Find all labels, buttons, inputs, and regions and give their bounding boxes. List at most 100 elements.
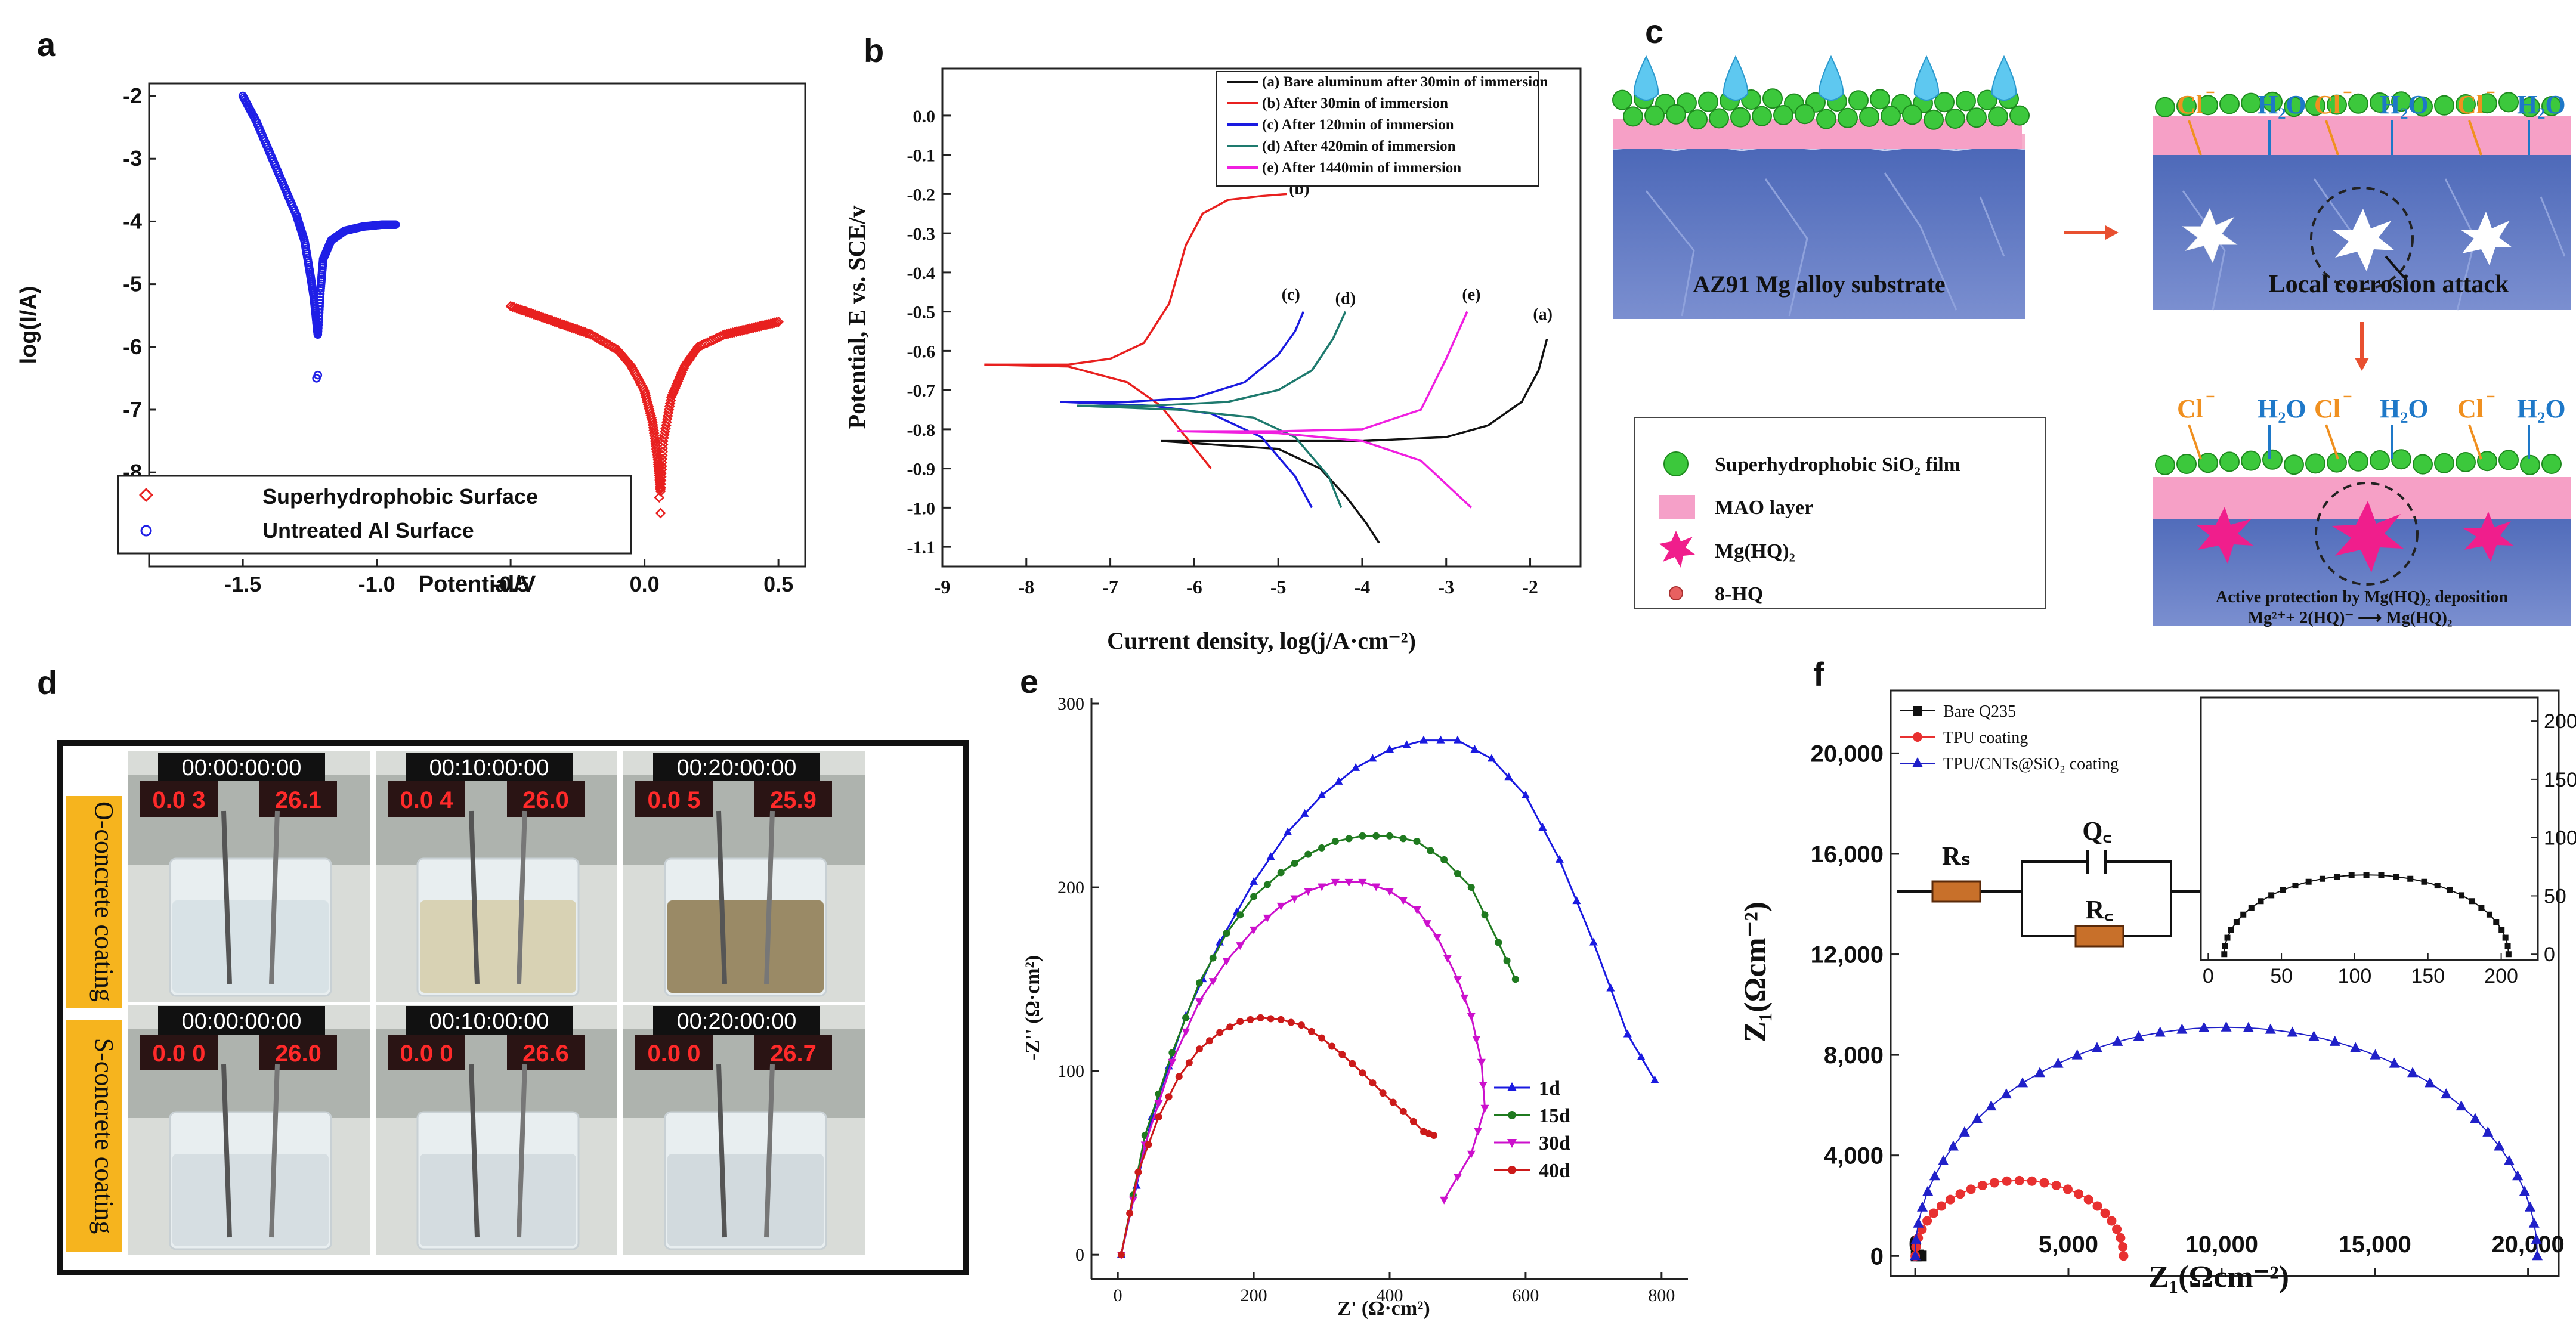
chart-a-ytick-label: -2 xyxy=(123,83,142,108)
chart-f-point xyxy=(2531,1233,2542,1244)
sio2-sphere xyxy=(1988,106,2008,127)
photo-frame-3: 0.0 0 26.0 00:00:00:00 xyxy=(128,1005,370,1255)
timestamp-bg xyxy=(158,1006,325,1035)
chart-e-point xyxy=(1606,983,1615,992)
schematic-c-intact-coating: AZ91 Mg alloy substrate xyxy=(1612,55,2030,319)
electrode-left xyxy=(469,810,480,984)
volt-display xyxy=(507,781,585,817)
cl-ion-charge: ⁻ xyxy=(2486,86,2495,106)
chart-e-xtick-label: 400 xyxy=(1377,1286,1403,1305)
sio2-sphere xyxy=(2284,454,2304,475)
schematic-c: AZ91 Mg alloy substrate Local corrosion … xyxy=(1612,55,2571,627)
chart-f-point xyxy=(2062,1184,2073,1194)
chart-f-point xyxy=(1955,1189,1965,1199)
chart-e-point xyxy=(1277,869,1285,877)
chart-b-line-(c) xyxy=(1060,311,1305,403)
inset-point xyxy=(2348,872,2355,878)
inset-point xyxy=(2292,883,2299,889)
chart-f-point xyxy=(2407,1067,2419,1078)
chart-a-outlier xyxy=(655,507,666,519)
chart-e-point xyxy=(1334,776,1343,785)
chart-f-point xyxy=(1977,1181,1987,1191)
legend-a-marker-0 xyxy=(138,487,154,503)
chart-e-marks xyxy=(1117,735,1659,1260)
electrode-right xyxy=(517,1064,527,1238)
electrode-right xyxy=(269,810,280,984)
chart-f-point xyxy=(2525,1201,2536,1212)
chart-f-point xyxy=(2027,1176,2037,1186)
schematic-c-corrosion-block: Local corrosion attack xyxy=(2153,91,2571,311)
beaker-liquid xyxy=(667,1154,824,1246)
chart-f-point xyxy=(2456,1100,2467,1111)
chart-f-point xyxy=(1986,1100,1997,1111)
sio2-sphere xyxy=(2262,449,2283,470)
chart-f-point xyxy=(2051,1181,2061,1191)
chart-b-ytick-label: 0.0 xyxy=(913,107,936,126)
chart-f-arc-TPU/CNTs@SiO₂ coating xyxy=(1915,1026,2538,1256)
inset-point xyxy=(2393,874,2399,880)
volt-display xyxy=(259,1035,337,1070)
chart-b-line-(d) xyxy=(1077,311,1347,407)
photo-d: O-concrete coating S-concrete coating 0.… xyxy=(57,740,969,1275)
mghq-deposit-3 xyxy=(2463,512,2513,562)
electrode-left xyxy=(221,810,232,984)
h2o-label: H₂O xyxy=(2517,90,2566,119)
chart-e-point xyxy=(1291,860,1298,868)
chart-f-point xyxy=(2287,1026,2298,1037)
inset-point xyxy=(2434,883,2441,889)
chart-f-point xyxy=(1989,1178,1999,1188)
sio2-sphere xyxy=(1623,106,1643,127)
chart-f-point xyxy=(2329,1035,2340,1046)
chart-f-xtick-label: 5,000 xyxy=(2039,1231,2098,1258)
chart-e-ytick-label: 300 xyxy=(1057,694,1084,714)
sio2-sphere xyxy=(1848,90,1869,111)
chart-f-ticks: 0 5,000 10,000 15,000 20,000 0 4,000 8,000 12,00… xyxy=(1811,741,2565,1276)
inset-point xyxy=(2248,905,2255,911)
chart-e-point xyxy=(1155,1113,1162,1121)
chart-b-ytick-label: -0.7 xyxy=(907,381,936,401)
sio2-sphere xyxy=(1945,109,1965,129)
sio2-sphere xyxy=(2348,93,2368,114)
chart-e-legend-marker xyxy=(1508,1166,1516,1174)
corrosion-focus-circle xyxy=(2310,187,2414,290)
schematic-c-attack-label: Local corrosion attack xyxy=(2269,271,2509,298)
inset-point xyxy=(2447,887,2453,893)
sio2-sphere xyxy=(1859,107,1879,127)
chart-f-point xyxy=(2528,1217,2540,1228)
chart-b-xtick-label: -4 xyxy=(1355,576,1371,597)
chart-f-point xyxy=(2350,1042,2361,1052)
electrode-left xyxy=(716,810,727,984)
chart-e-legend-label: 30d xyxy=(1539,1132,1570,1154)
inset-point xyxy=(2504,943,2511,949)
cl-arrow xyxy=(2468,424,2482,460)
volt-readout: 26.7 xyxy=(770,1041,817,1067)
chart-e-point xyxy=(1460,994,1469,1002)
chart-f-point xyxy=(1945,1194,1955,1205)
volt-readout: 26.0 xyxy=(275,1041,321,1067)
schematic-c-legend xyxy=(1634,417,2046,609)
chart-e-ticks: 0 200 400 600 800 0 100 200 300 xyxy=(1057,694,1688,1305)
chart-e-point xyxy=(1453,976,1462,984)
h2o-label: H₂O xyxy=(2517,394,2566,423)
chart-a-point xyxy=(314,320,323,330)
h2o-label: H₂O xyxy=(2380,394,2429,423)
chart-f-xtick-label: 10,000 xyxy=(2185,1231,2258,1258)
chart-f-point xyxy=(1929,1208,1939,1218)
chart-e-legend-marker xyxy=(1507,1082,1517,1091)
chart-f-xtick-label: 15,000 xyxy=(2339,1231,2411,1258)
sio2-sphere xyxy=(2348,451,2368,472)
chart-b-ticks: -9 -8 -7 -6 -5 -4 -3 -2 0.0 -0.1 -0.2 -0.3 -0.4 -0.5 -… xyxy=(907,107,1538,597)
sio2-sphere xyxy=(2155,97,2175,117)
cl-ion-charge: ⁻ xyxy=(2343,86,2352,106)
mghq-deposit-2 xyxy=(2332,501,2404,572)
water-droplet xyxy=(1913,55,1940,101)
chart-e-point xyxy=(1413,838,1421,846)
chart-e-point xyxy=(1433,934,1442,942)
chart-f-point xyxy=(2425,1077,2436,1088)
chart-e-point xyxy=(1145,1141,1152,1148)
amp-readout: 0.0 0 xyxy=(400,1041,453,1067)
chart-e-point xyxy=(1304,850,1312,858)
chart-e-point xyxy=(1440,1196,1449,1205)
chart-a-legend-item-1: Untreated Al Surface xyxy=(140,518,474,543)
chart-f-legend-marker xyxy=(1913,706,1922,716)
